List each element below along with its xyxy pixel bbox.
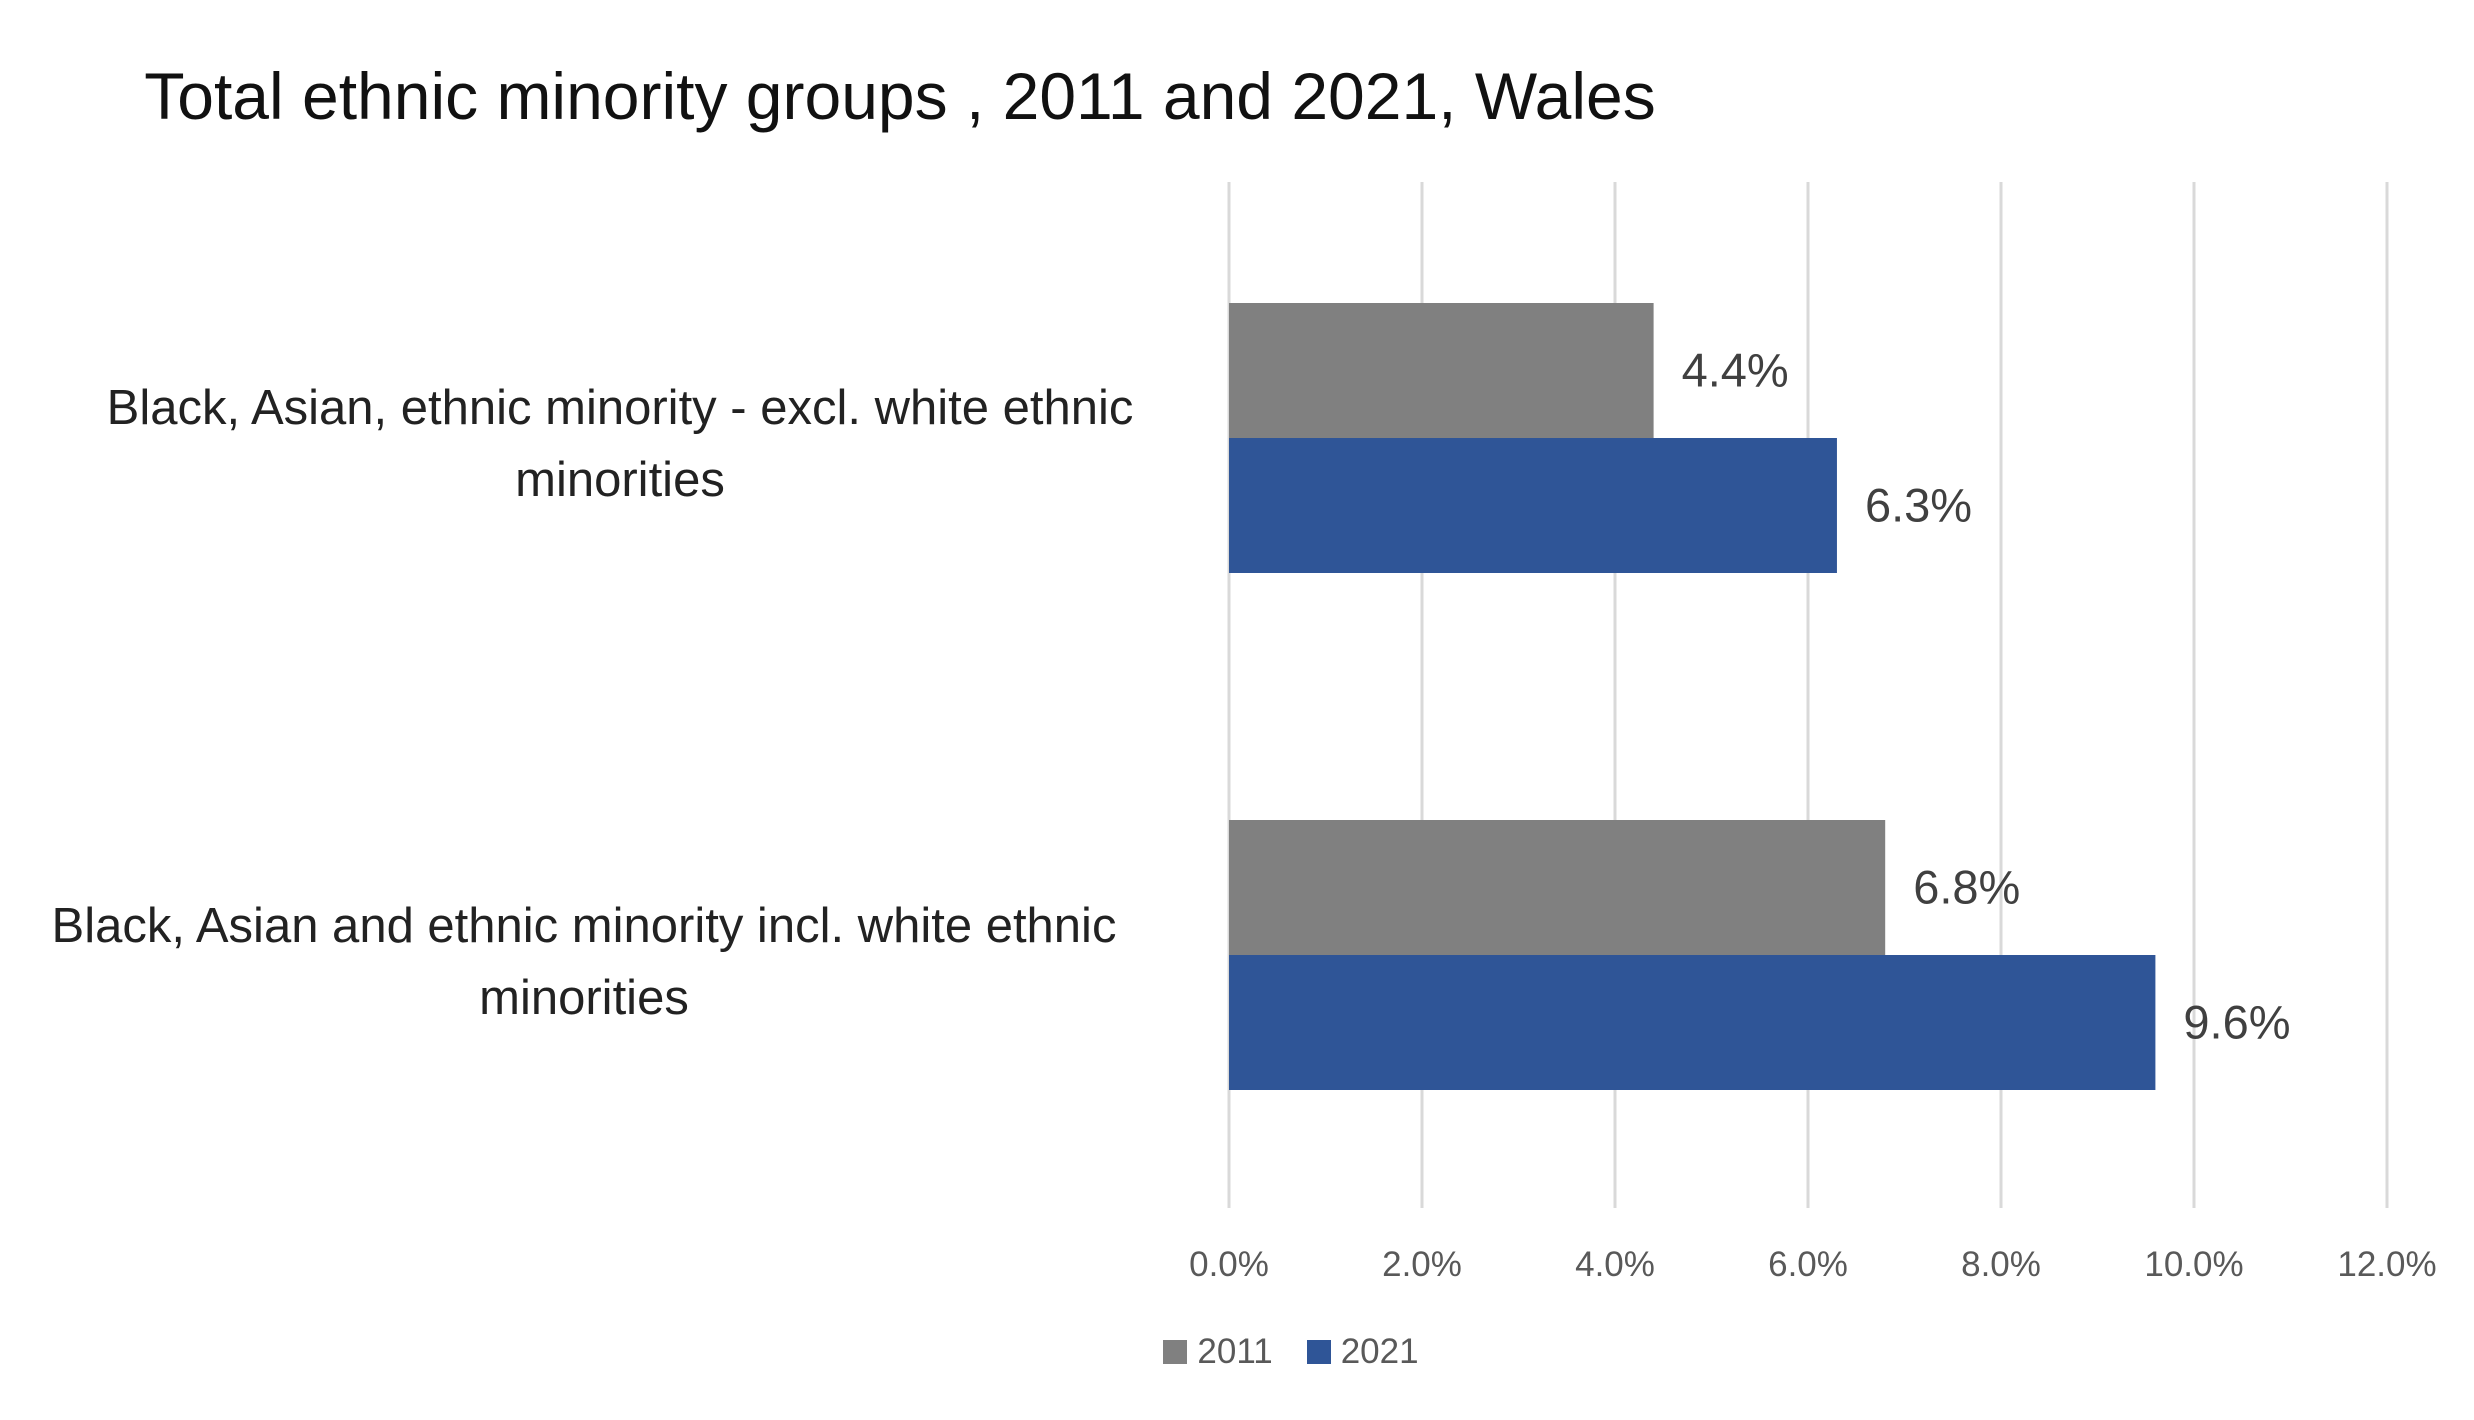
legend-swatch-2021 [1306, 1340, 1331, 1364]
x-tick-label-2: 4.0% [1575, 1245, 1655, 1284]
legend-swatch-2011 [1163, 1340, 1188, 1364]
legend: 2011 2021 [0, 1332, 2474, 1372]
x-tick-label-5: 10.0% [2144, 1245, 2243, 1284]
legend-label-2021: 2021 [1340, 1332, 1419, 1371]
x-tick-label-1: 2.0% [1382, 1245, 1462, 1284]
legend-item-2011: 2011 [1163, 1332, 1273, 1372]
data-label-2011-category-0: 4.4% [1682, 344, 1789, 397]
category-label-incl-white: Black, Asian and ethnic minority incl. w… [51, 899, 1117, 1025]
x-tick-label-0: 0.0% [1189, 1245, 1269, 1284]
data-label-2021-category-0: 6.3% [1865, 479, 1972, 532]
chart-title: Total ethnic minority groups , 2011 and … [144, 59, 1656, 133]
bar-2021-category-1 [1229, 955, 2156, 1090]
data-label-2011-category-1: 6.8% [1913, 861, 2020, 914]
bar-2011-category-1 [1229, 820, 1886, 955]
x-tick-label-3: 6.0% [1768, 1245, 1848, 1284]
x-tick-label-4: 8.0% [1961, 1245, 2041, 1284]
legend-label-2011: 2011 [1197, 1332, 1273, 1371]
bar-2021-category-0 [1229, 438, 1837, 573]
category-label-excl-white: Black, Asian, ethnic minority - excl. wh… [106, 381, 1134, 507]
bar-2011-category-0 [1229, 303, 1654, 438]
legend-item-2021: 2021 [1306, 1332, 1419, 1372]
x-tick-label-6: 12.0% [2337, 1245, 2436, 1284]
data-label-2021-category-1: 9.6% [2183, 996, 2290, 1049]
